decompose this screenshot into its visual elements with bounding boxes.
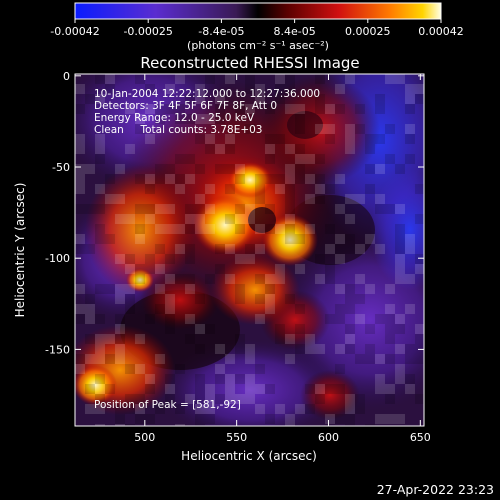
plot-title: Reconstructed RHESSI Image (140, 54, 359, 72)
colorbar-tick-label: -8.4e-05 (198, 25, 244, 38)
colorbar-ticks: -0.00042 -0.00025 -8.4e-05 8.4e-05 0.00025 0.… (50, 19, 464, 38)
info-line: Clean Total counts: 3.78E+03 (94, 124, 263, 136)
x-tick-label: 650 (410, 431, 431, 444)
colorbar-tick-label: 8.4e-05 (273, 25, 315, 38)
solar-image (75, 74, 424, 426)
x-tick-label: 600 (318, 431, 339, 444)
peak-position-label: Position of Peak = [581,-92] (94, 399, 241, 411)
x-tick-label: 550 (226, 431, 247, 444)
observation-info: 10-Jan-2004 12:22:12.000 to 12:27:36.000… (94, 88, 320, 136)
info-line: 10-Jan-2004 12:22:12.000 to 12:27:36.000 (94, 88, 320, 100)
x-tick-label: 500 (134, 431, 155, 444)
y-tick-label: 0 (63, 70, 70, 83)
colorbar-tick-label: 0.00042 (418, 25, 464, 38)
colorbar-unit-label: (photons cm⁻² s⁻¹ asec⁻²) (187, 39, 329, 52)
timestamp: 27-Apr-2022 23:23 (377, 482, 494, 497)
x-axis-label: Heliocentric X (arcsec) (181, 449, 317, 463)
colorbar (74, 2, 442, 20)
y-axis-ticks: 0 -50 -100 -150 (45, 70, 424, 356)
y-tick-label: -100 (45, 252, 70, 265)
y-tick-label: -150 (45, 343, 70, 356)
y-tick-label: -50 (52, 161, 70, 174)
info-line: Detectors: 3F 4F 5F 6F 7F 8F, Att 0 (94, 100, 277, 112)
plot-frame (74, 73, 425, 427)
info-line: Energy Range: 12.0 - 25.0 keV (94, 112, 255, 124)
colorbar-tick-label: -0.00025 (123, 25, 172, 38)
x-axis-ticks: 500 550 600 650 (134, 74, 431, 444)
colorbar-tick-label: 0.00025 (345, 25, 391, 38)
y-axis-label: Heliocentric Y (arcsec) (13, 183, 27, 318)
colorbar-tick-label: -0.00042 (50, 25, 99, 38)
